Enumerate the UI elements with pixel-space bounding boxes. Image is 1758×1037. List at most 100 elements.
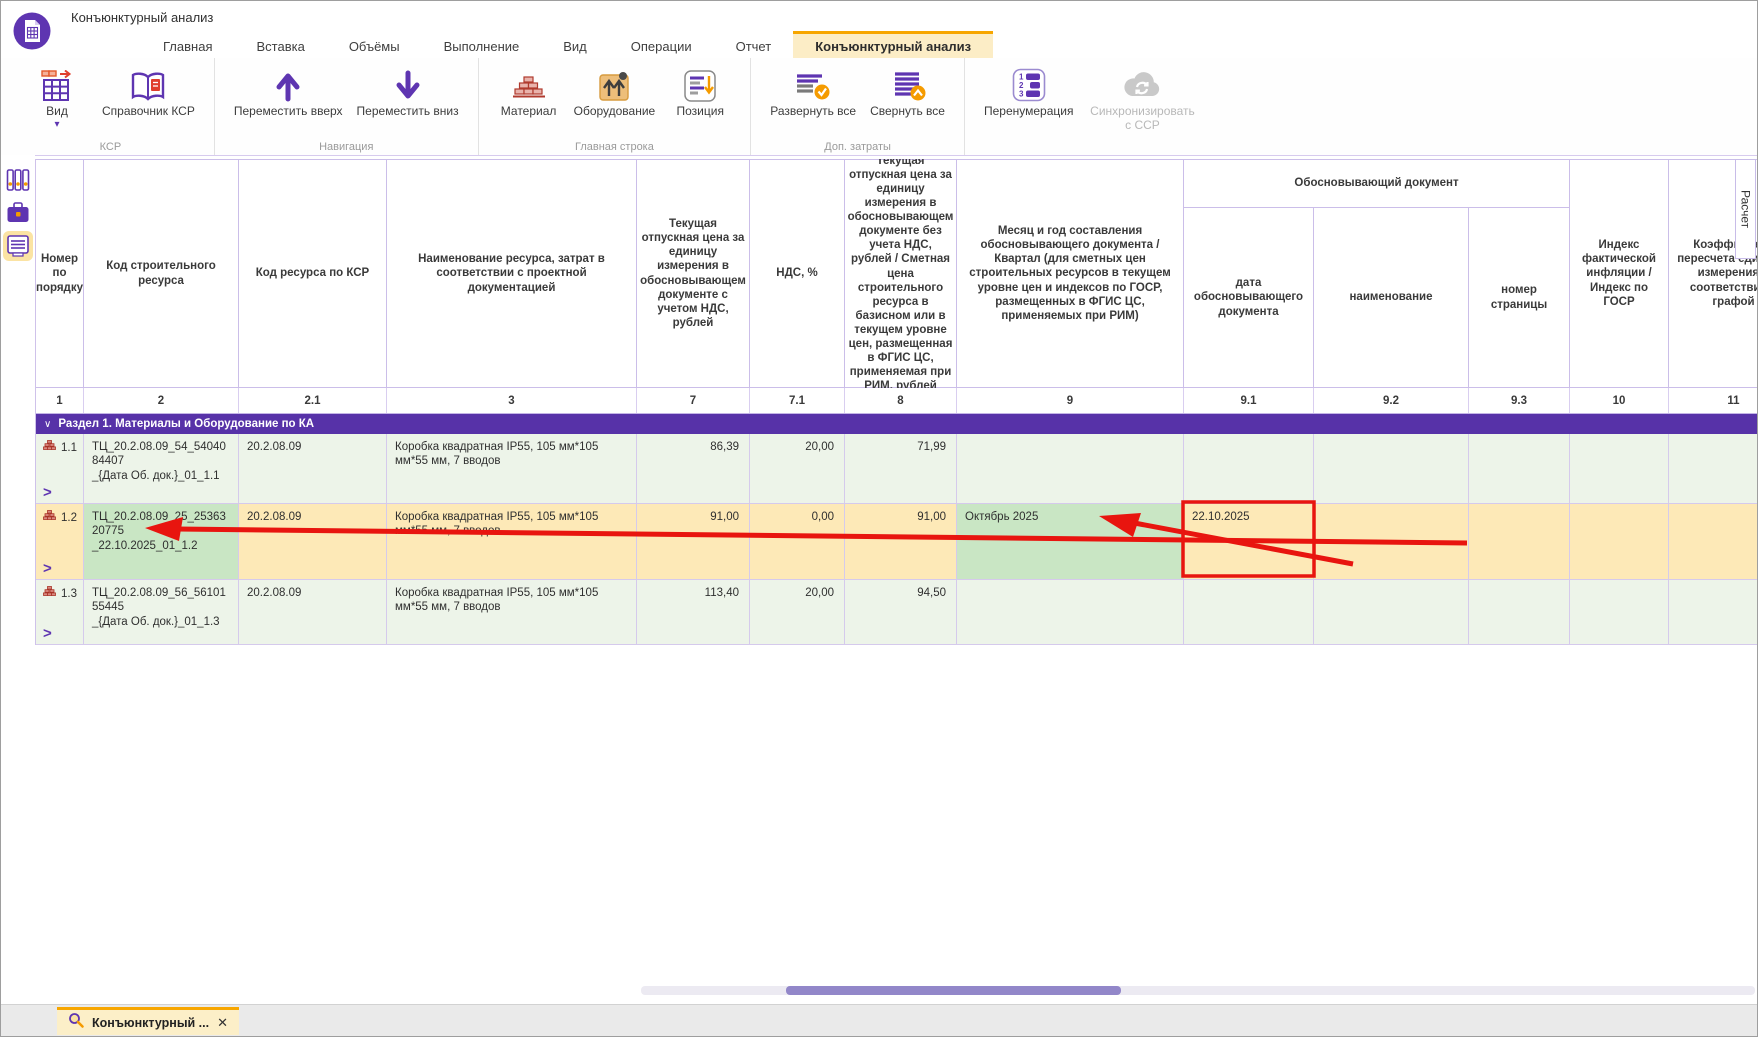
collapse-all-label: Свернуть все bbox=[870, 104, 945, 118]
doc-date-cell[interactable] bbox=[1184, 580, 1314, 644]
table-row[interactable]: 1.3 > ТЦ_20.2.08.09_56_5610155445 _{Дата… bbox=[36, 580, 1757, 645]
view-button[interactable]: Вид ▾ bbox=[19, 66, 95, 130]
table-row[interactable]: 1.1 > ТЦ_20.2.08.09_54_5404084407 _{Дата… bbox=[36, 434, 1757, 504]
tab-vstavka[interactable]: Вставка bbox=[256, 38, 305, 54]
table-row[interactable]: 1.2 > ТЦ_20.2.08.09_25_2536320775 _22.10… bbox=[36, 504, 1757, 580]
resource-code-cell[interactable]: ТЦ_20.2.08.09_25_2536320775 _22.10.2025_… bbox=[84, 504, 239, 579]
ksr-code-cell[interactable]: 20.2.08.09 bbox=[239, 434, 387, 503]
tab-glavnaya[interactable]: Главная bbox=[163, 38, 213, 54]
doc-date-cell[interactable] bbox=[1184, 434, 1314, 503]
conversion-coef-cell[interactable] bbox=[1669, 580, 1757, 644]
collapse-all-button[interactable]: Свернуть все bbox=[863, 66, 952, 119]
month-year-cell[interactable]: Октябрь 2025 bbox=[957, 504, 1184, 579]
header-justifying-document-group[interactable]: Обосновывающий документ bbox=[1184, 160, 1570, 208]
row-expand-chevron-icon[interactable]: > bbox=[43, 625, 52, 642]
tab-konyunkturnyj-analiz[interactable]: Конъюнктурный анализ bbox=[793, 31, 994, 58]
row-expand-chevron-icon[interactable]: > bbox=[43, 484, 52, 501]
header-resource-code[interactable]: Код строительного ресурса bbox=[84, 160, 239, 387]
header-doc-date[interactable]: дата обосновывающего документа bbox=[1184, 208, 1314, 387]
resource-code-cell[interactable]: ТЦ_20.2.08.09_54_5404084407 _{Дата Об. д… bbox=[84, 434, 239, 503]
move-down-button[interactable]: Переместить вниз bbox=[350, 66, 466, 119]
header-ksr-code[interactable]: Код ресурса по КСР bbox=[239, 160, 387, 387]
equipment-crate-icon bbox=[597, 66, 631, 102]
sync-ssr-button[interactable]: Синхронизировать с ССР bbox=[1080, 66, 1204, 133]
resource-name-cell[interactable]: Коробка квадратная IP55, 105 мм*105 мм*5… bbox=[387, 504, 637, 579]
material-row-icon bbox=[43, 586, 56, 601]
section-collapse-chevron-icon[interactable]: ∨ bbox=[44, 418, 52, 430]
tab-vypolnenie[interactable]: Выполнение bbox=[443, 38, 520, 54]
row-expand-chevron-icon[interactable]: > bbox=[43, 560, 52, 577]
expand-all-button[interactable]: Развернуть все bbox=[763, 66, 863, 119]
doc-name-cell[interactable] bbox=[1314, 434, 1469, 503]
material-button[interactable]: Материал bbox=[491, 66, 567, 119]
conversion-coef-cell[interactable] bbox=[1669, 504, 1757, 579]
equipment-button[interactable]: Оборудование bbox=[567, 66, 663, 119]
price-excl-vat-cell[interactable]: 94,50 bbox=[845, 580, 957, 644]
move-down-arrow-icon bbox=[391, 66, 425, 102]
close-icon[interactable]: ✕ bbox=[217, 1014, 228, 1030]
tab-otchet[interactable]: Отчет bbox=[735, 38, 772, 54]
page-number-cell[interactable] bbox=[1469, 434, 1570, 503]
header-price-incl-vat[interactable]: Текущая отпускная цена за единицу измере… bbox=[637, 160, 750, 387]
header-month-year[interactable]: Месяц и год составления обосновывающего … bbox=[957, 160, 1184, 387]
section-row[interactable]: ∨ Раздел 1. Материалы и Оборудование по … bbox=[36, 414, 1757, 434]
ksr-code-cell[interactable]: 20.2.08.09 bbox=[239, 504, 387, 579]
position-button[interactable]: Позиция bbox=[662, 66, 738, 119]
tab-obyomy[interactable]: Объёмы bbox=[348, 38, 400, 54]
scrollbar-thumb[interactable] bbox=[786, 986, 1121, 995]
month-year-cell[interactable] bbox=[957, 434, 1184, 503]
position-list-icon bbox=[683, 66, 717, 102]
header-vat[interactable]: НДС, % bbox=[750, 160, 845, 387]
price-excl-vat-cell[interactable]: 71,99 bbox=[845, 434, 957, 503]
price-incl-vat-cell[interactable]: 86,39 bbox=[637, 434, 750, 503]
page-number-cell[interactable] bbox=[1469, 580, 1570, 644]
move-up-button[interactable]: Переместить вверх bbox=[227, 66, 350, 119]
conversion-coef-cell[interactable] bbox=[1669, 434, 1757, 503]
price-excl-vat-cell[interactable]: 91,00 bbox=[845, 504, 957, 579]
ksr-reference-button[interactable]: Справочник КСР bbox=[95, 66, 202, 119]
header-resource-name[interactable]: Наименование ресурса, затрат в соответст… bbox=[387, 160, 637, 387]
tab-operacii[interactable]: Операции bbox=[630, 38, 692, 54]
month-year-cell[interactable] bbox=[957, 580, 1184, 644]
header-doc-name[interactable]: наименование bbox=[1314, 208, 1469, 387]
ksr-book-icon bbox=[129, 66, 167, 102]
price-incl-vat-cell[interactable]: 113,40 bbox=[637, 580, 750, 644]
price-incl-vat-cell[interactable]: 91,00 bbox=[637, 504, 750, 579]
ksr-code-cell[interactable]: 20.2.08.09 bbox=[239, 580, 387, 644]
sidebar-briefcase-button[interactable] bbox=[3, 198, 33, 228]
tab-raschet-vertical[interactable]: Расчет bbox=[1735, 159, 1756, 259]
vat-cell[interactable]: 0,00 bbox=[750, 504, 845, 579]
row-number: 1.3 bbox=[61, 587, 77, 600]
inflation-index-cell[interactable] bbox=[1570, 580, 1669, 644]
document-tab[interactable]: Конъюнктурный ... ✕ bbox=[57, 1007, 239, 1035]
group-label-ksr: КСР bbox=[99, 141, 122, 153]
header-page-number[interactable]: номер страницы bbox=[1469, 208, 1570, 387]
bricks-icon bbox=[510, 66, 548, 102]
briefcase-icon bbox=[7, 202, 29, 222]
vat-cell[interactable]: 20,00 bbox=[750, 434, 845, 503]
chevron-down-icon: ▾ bbox=[54, 118, 60, 130]
doc-name-cell[interactable] bbox=[1314, 580, 1469, 644]
doc-name-cell[interactable] bbox=[1314, 504, 1469, 579]
resource-name-cell[interactable]: Коробка квадратная IP55, 105 мм*105 мм*5… bbox=[387, 434, 637, 503]
tab-vid[interactable]: Вид bbox=[563, 38, 587, 54]
page-number-cell[interactable] bbox=[1469, 504, 1570, 579]
inflation-index-cell[interactable] bbox=[1570, 504, 1669, 579]
inflation-index-cell[interactable] bbox=[1570, 434, 1669, 503]
resource-code-cell[interactable]: ТЦ_20.2.08.09_56_5610155445 _{Дата Об. д… bbox=[84, 580, 239, 644]
vat-cell[interactable]: 20,00 bbox=[750, 580, 845, 644]
header-order-number[interactable]: Номер по порядку bbox=[36, 160, 84, 387]
sidebar-binders-button[interactable] bbox=[3, 165, 33, 195]
colnum: 9.1 bbox=[1184, 388, 1314, 413]
row-number-cell: 1.3 > bbox=[36, 580, 84, 644]
renumber-label: Перенумерация bbox=[983, 104, 1074, 118]
doc-date-cell[interactable]: 22.10.2025 bbox=[1184, 504, 1314, 579]
renumber-icon: 1 2 3 bbox=[1012, 66, 1046, 102]
group-label-extra-costs: Доп. затраты bbox=[824, 141, 891, 153]
sync-ssr-label: Синхронизировать с ССР bbox=[1090, 104, 1195, 132]
resource-name-cell[interactable]: Коробка квадратная IP55, 105 мм*105 мм*5… bbox=[387, 580, 637, 644]
renumber-button[interactable]: 1 2 3 Перенумерация bbox=[977, 66, 1080, 119]
header-inflation-index[interactable]: Индекс фактической инфляции / Индекс по … bbox=[1570, 160, 1669, 387]
header-price-excl-vat[interactable]: Текущая отпускная цена за единицу измере… bbox=[845, 159, 957, 392]
sidebar-analysis-table-button[interactable] bbox=[3, 231, 33, 261]
